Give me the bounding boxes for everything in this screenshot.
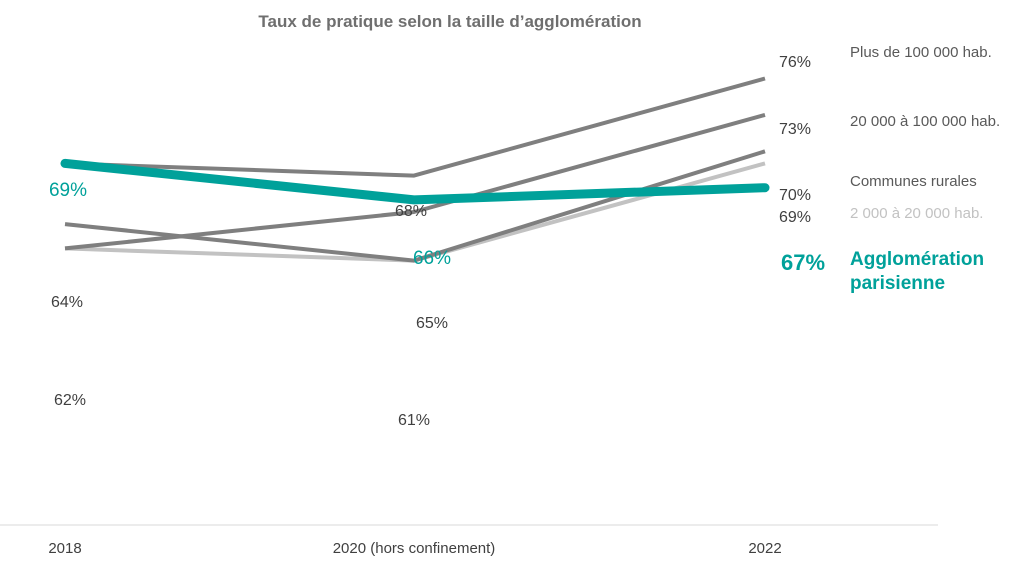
chart-title: Taux de pratique selon la taille d’agglo… <box>258 12 641 31</box>
data-label-s2-p0: 64% <box>51 294 83 311</box>
data-label-s0-p2: 76% <box>779 54 811 71</box>
x-tick-label-2: 2022 <box>748 540 781 557</box>
legend-label-s4-line1: parisienne <box>850 273 945 294</box>
data-label-s3-p2: 69% <box>779 209 811 226</box>
data-label-s4-p2: 67% <box>781 250 825 275</box>
legend-layer: Plus de 100 000 hab. 20 000 à 100 000 hab… <box>850 44 1000 294</box>
legend-label-s1: 20 000 à 100 000 hab. <box>850 113 1000 130</box>
legend-label-s3: 2 000 à 20 000 hab. <box>850 205 983 222</box>
data-label-s0-p1: 68% <box>395 203 427 220</box>
series-layer <box>60 76 770 263</box>
x-tick-layer: 2018 2020 (hors confinement) 2022 <box>48 540 781 557</box>
data-label-s3-p1: 61% <box>398 412 430 429</box>
data-label-s4-p1: 66% <box>413 248 451 269</box>
data-label-s3-p0: 62% <box>54 392 86 409</box>
x-tick-label-0: 2018 <box>48 540 81 557</box>
data-label-s2-p2: 70% <box>779 187 811 204</box>
label-layer: 68% 76% 65% 73% 64% 70% 62% 61% 69% 69% 66% 67% <box>49 54 825 429</box>
data-label-s1-p1: 65% <box>416 315 448 332</box>
legend-label-s4-line0: Agglomération <box>850 249 984 270</box>
legend-label-s0: Plus de 100 000 hab. <box>850 44 992 61</box>
legend-label-s2: Communes rurales <box>850 173 977 190</box>
data-label-s4-p0: 69% <box>49 180 87 201</box>
series-line-0 <box>64 76 766 178</box>
x-tick-label-1: 2020 (hors confinement) <box>333 540 496 557</box>
series-line-4 <box>60 158 770 205</box>
series-line-1 <box>64 112 766 251</box>
data-label-s1-p2: 73% <box>779 121 811 138</box>
